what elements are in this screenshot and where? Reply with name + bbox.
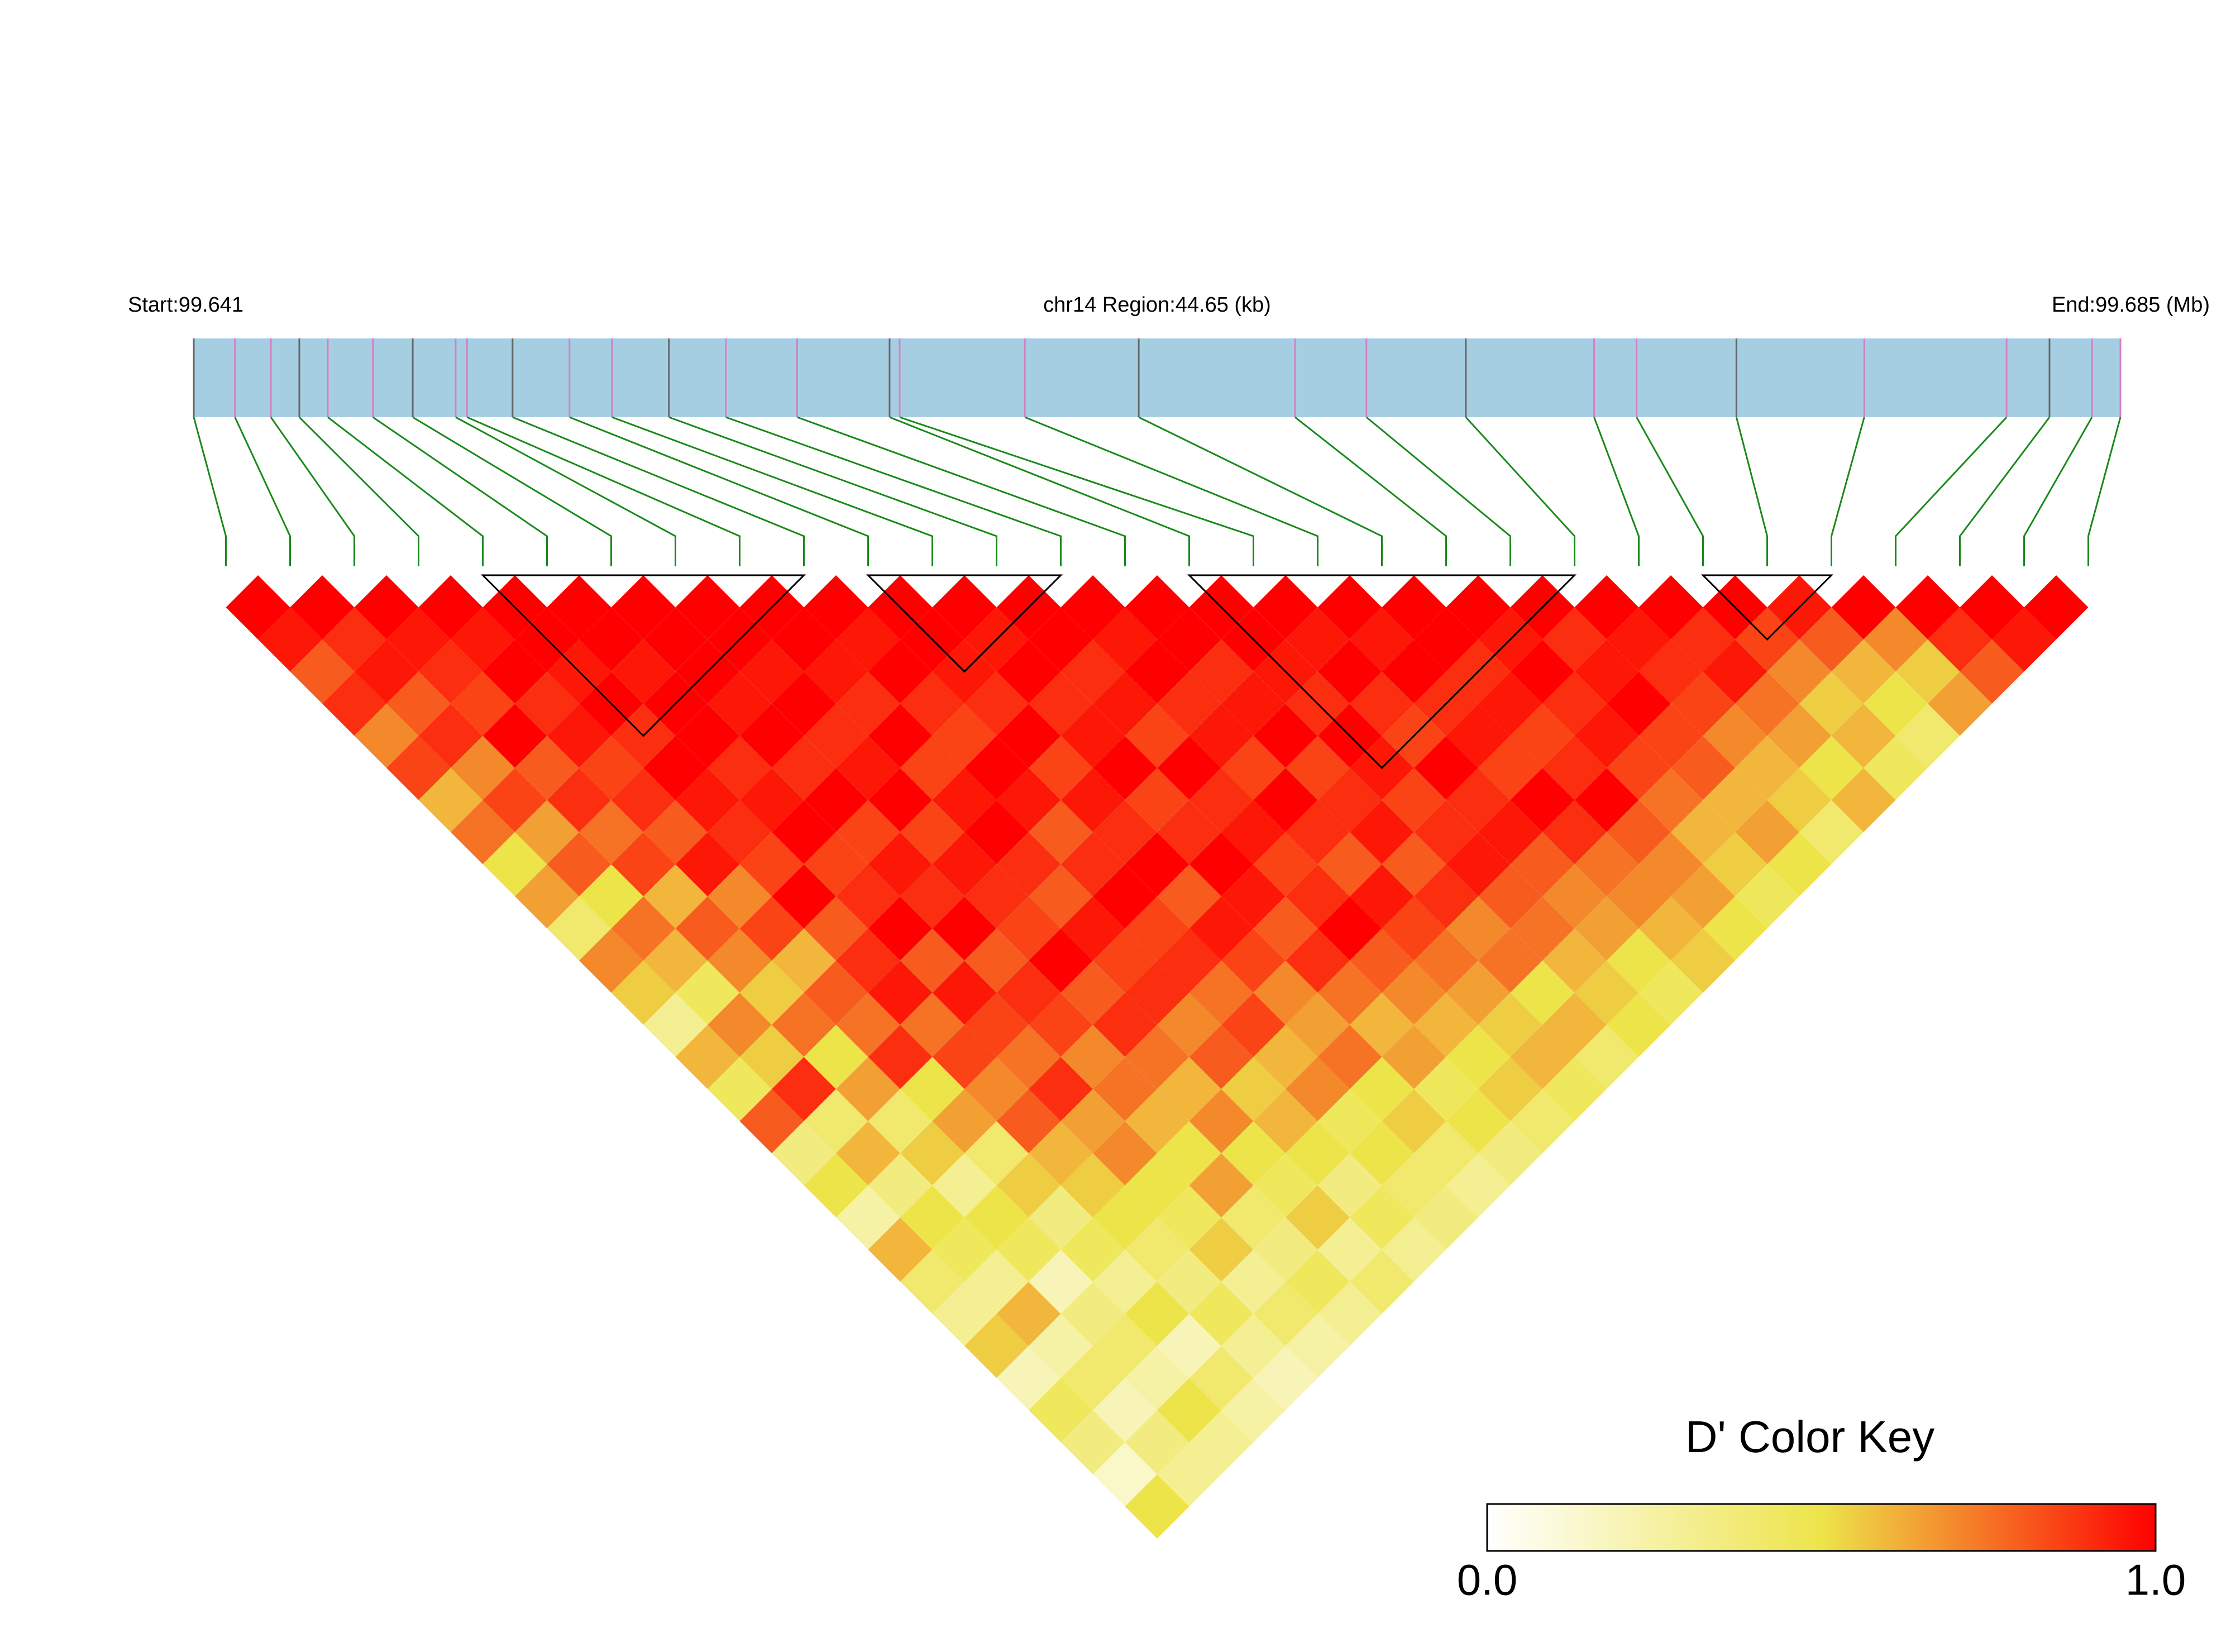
region-bar xyxy=(194,338,2120,417)
snp-connector xyxy=(455,416,676,566)
chart-title: chr14 Region:44.65 (kb) xyxy=(1043,293,1271,317)
snp-connector xyxy=(1138,416,1383,566)
snp-connector xyxy=(899,416,1254,566)
snp-connector xyxy=(2087,417,2122,566)
snp-connector xyxy=(1593,417,1640,566)
snp-connector xyxy=(466,416,741,566)
snp-connector xyxy=(1831,417,1865,566)
snp-connector xyxy=(298,416,419,566)
haplotype-block xyxy=(1700,574,1834,641)
color-key-label: 0.0 xyxy=(1457,1555,1517,1605)
snp-connector xyxy=(1895,416,2008,566)
snp-connector xyxy=(512,416,805,566)
snp-connector xyxy=(1735,417,1768,566)
snp-connector xyxy=(1365,416,1511,566)
x-tick-label: Start:99.641 xyxy=(128,293,243,317)
snp-connector xyxy=(569,416,869,566)
snp-connector xyxy=(234,417,291,566)
snp-connector xyxy=(193,417,227,566)
snp-connector xyxy=(725,416,1062,566)
snp-connector xyxy=(2023,417,2093,566)
x-tick-label: End:99.685 (Mb) xyxy=(2052,293,2210,317)
snp-connector xyxy=(1959,417,2051,566)
color-key-label: 1.0 xyxy=(2125,1555,2186,1605)
haplotype-block xyxy=(480,574,806,737)
snp-connector xyxy=(1024,416,1318,566)
legend-title: D' Color Key xyxy=(1685,1412,1935,1462)
snp-connector xyxy=(412,416,612,566)
snp-connector xyxy=(372,416,548,566)
snp-connector xyxy=(612,416,933,566)
snp-connector xyxy=(889,416,1190,566)
snp-connector xyxy=(1636,417,1704,566)
haplotype-block xyxy=(866,574,1063,673)
snp-connector xyxy=(270,417,355,566)
snp-connector xyxy=(1465,416,1575,566)
snp-connector xyxy=(1294,416,1447,566)
snp-connector xyxy=(327,416,484,566)
haplotype-block xyxy=(1187,574,1577,770)
color-key xyxy=(1486,1503,2157,1552)
snp-connector xyxy=(796,416,1126,566)
snp-connector xyxy=(668,416,997,566)
ld-cell xyxy=(2024,575,2089,639)
